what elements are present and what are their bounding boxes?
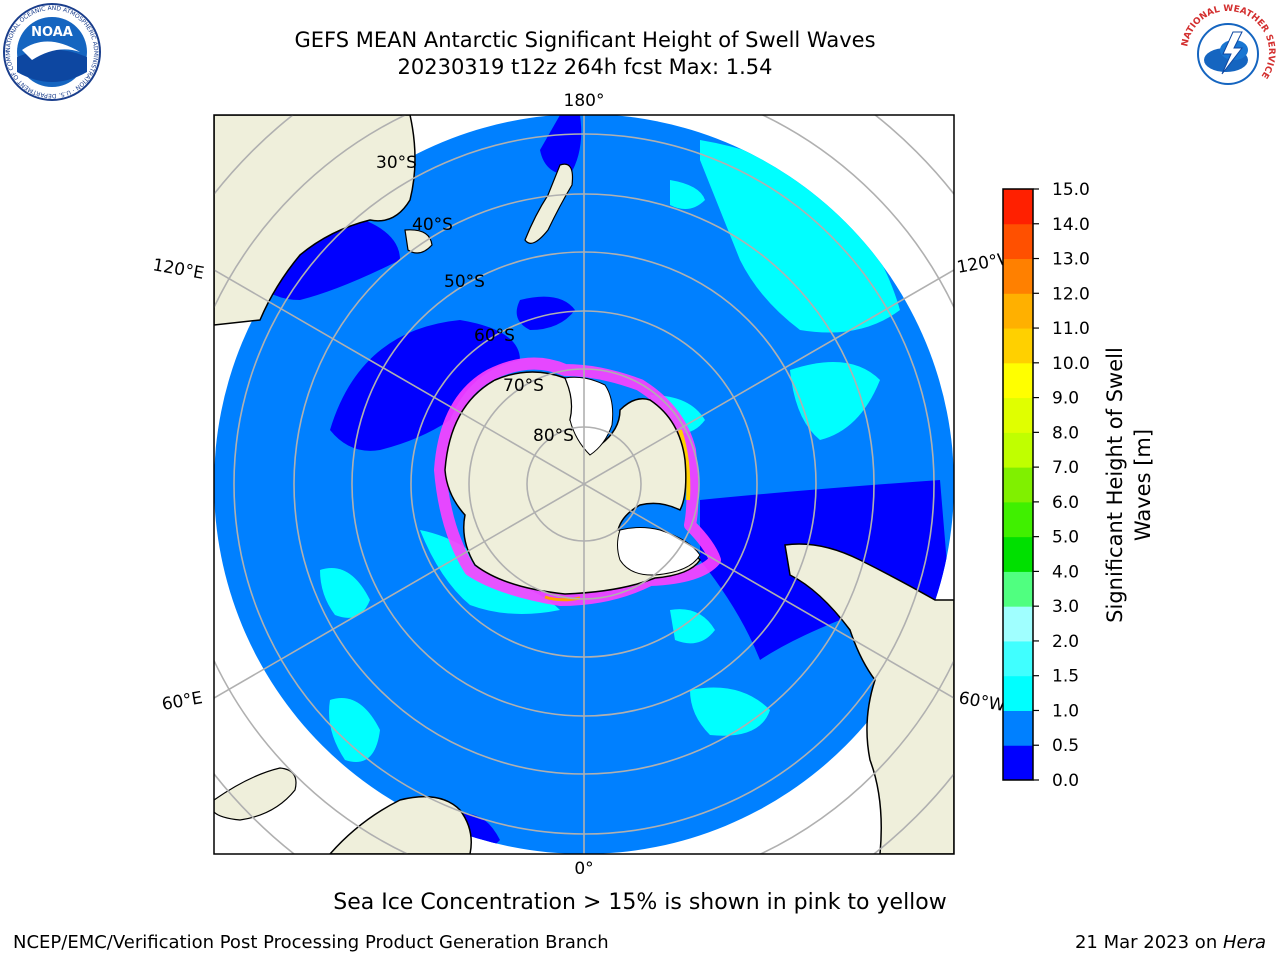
- sea-ice-caption: Sea Ice Concentration > 15% is shown in …: [333, 890, 947, 915]
- colorbar-segment: [1003, 571, 1033, 607]
- africa-landmass: [328, 795, 472, 854]
- colorbar-border: [1002, 188, 1034, 781]
- colorbar-tick-label: 3.0: [1052, 597, 1079, 617]
- colorbar-tick-label: 5.0: [1052, 528, 1079, 548]
- colorbar-tick-label: 8.0: [1052, 423, 1079, 443]
- colorbar-tick-label: 14.0: [1052, 215, 1090, 235]
- colorbar-label-line2: Waves [m]: [1131, 429, 1155, 541]
- colorbar-segment: [1003, 745, 1033, 781]
- chart-subtitle: 20230319 t12z 264h fcst Max: 1.54: [397, 55, 773, 79]
- colorbar-label-line1: Significant Height of Swell: [1103, 347, 1127, 623]
- colorbar-segment: [1003, 397, 1033, 433]
- noaa-logo-text: NOAA: [31, 25, 73, 40]
- map-border: [213, 114, 955, 855]
- colorbar-tick-label: 1.5: [1052, 667, 1079, 687]
- colorbar-segment: [1003, 640, 1033, 677]
- graticule: [214, 115, 954, 854]
- meridian-label-180: 180°: [564, 91, 605, 111]
- lat-label-70s: 70°S: [503, 376, 544, 396]
- lat-label-50s: 50°S: [444, 272, 485, 292]
- footer-date: 21 Mar 2023 on Hera: [1075, 932, 1266, 953]
- australia-landmass: [214, 115, 416, 326]
- colorbar-segment: [1003, 362, 1033, 399]
- latitude-labels: 30°S 40°S 50°S 60°S 70°S 80°S: [376, 153, 574, 446]
- colorbar-segment: [1003, 606, 1033, 642]
- footer-date-text: 21 Mar 2023 on: [1074, 932, 1223, 953]
- colorbar-segment: [1003, 223, 1033, 260]
- footer-host: Hera: [1222, 932, 1266, 953]
- colorbar-segment: [1003, 293, 1033, 329]
- meridian-label-60e: 60°E: [160, 688, 204, 715]
- colorbar-tick-label: 6.0: [1052, 493, 1079, 513]
- colorbar: [1003, 189, 1033, 781]
- colorbar-tick-label: 12.0: [1052, 284, 1090, 304]
- noaa-logo: NATIONAL OCEANIC AND ATMOSPHERIC ADMINIS…: [2, 2, 101, 101]
- colorbar-tick-label: 13.0: [1052, 250, 1090, 270]
- nws-logo: NATIONAL WEATHER SERVICE: [1180, 4, 1276, 100]
- new-zealand-landmass: [524, 163, 574, 244]
- colorbar-tick-label: 4.0: [1052, 562, 1079, 582]
- south-america-landmass: [784, 543, 954, 854]
- chart-title: GEFS MEAN Antarctic Significant Height o…: [294, 28, 876, 52]
- colorbar-tick-label: 2.0: [1052, 632, 1079, 652]
- colorbar-segment: [1003, 328, 1033, 364]
- lat-label-40s: 40°S: [412, 215, 453, 235]
- lat-label-80s: 80°S: [533, 426, 574, 446]
- meridian-label-120e: 120°E: [151, 255, 205, 284]
- colorbar-tick-label: 7.0: [1052, 458, 1079, 478]
- colorbar-segment: [1003, 189, 1033, 225]
- map-frame: 30°S 40°S 50°S 60°S 70°S 80°S: [214, 115, 954, 854]
- colorbar-ticks: 0.0 0.5 1.0 1.5 2.0 3.0 4.0 5.0 6.0 7.0 8.0 9.0 10.0…: [1033, 180, 1090, 791]
- footer-credit: NCEP/EMC/Verification Post Processing Pr…: [13, 932, 609, 953]
- colorbar-segment: [1003, 536, 1033, 572]
- colorbar-tick-label: 9.0: [1052, 389, 1079, 409]
- colorbar-segment: [1003, 501, 1033, 538]
- lat-label-30s: 30°S: [376, 153, 417, 173]
- colorbar-tick-label: 15.0: [1052, 180, 1090, 200]
- colorbar-segment: [1003, 675, 1033, 711]
- colorbar-tick-label: 10.0: [1052, 354, 1090, 374]
- madagascar-landmass: [214, 767, 297, 821]
- colorbar-segment: [1003, 258, 1033, 294]
- ross-ice-shelf: [564, 376, 614, 456]
- colorbar-segment: [1003, 432, 1033, 468]
- colorbar-tick-label: 1.0: [1052, 701, 1079, 721]
- colorbar-tick-label: 0.5: [1052, 736, 1079, 756]
- meridian-label-0: 0°: [574, 859, 593, 879]
- colorbar-tick-label: 11.0: [1052, 319, 1090, 339]
- colorbar-segment: [1003, 467, 1033, 503]
- meridian-label-60w: 60°W: [957, 688, 1007, 716]
- colorbar-tick-label: 0.0: [1052, 771, 1079, 791]
- colorbar-segment: [1003, 710, 1033, 746]
- lat-label-60s: 60°S: [474, 326, 515, 346]
- tasmania-landmass: [404, 229, 433, 254]
